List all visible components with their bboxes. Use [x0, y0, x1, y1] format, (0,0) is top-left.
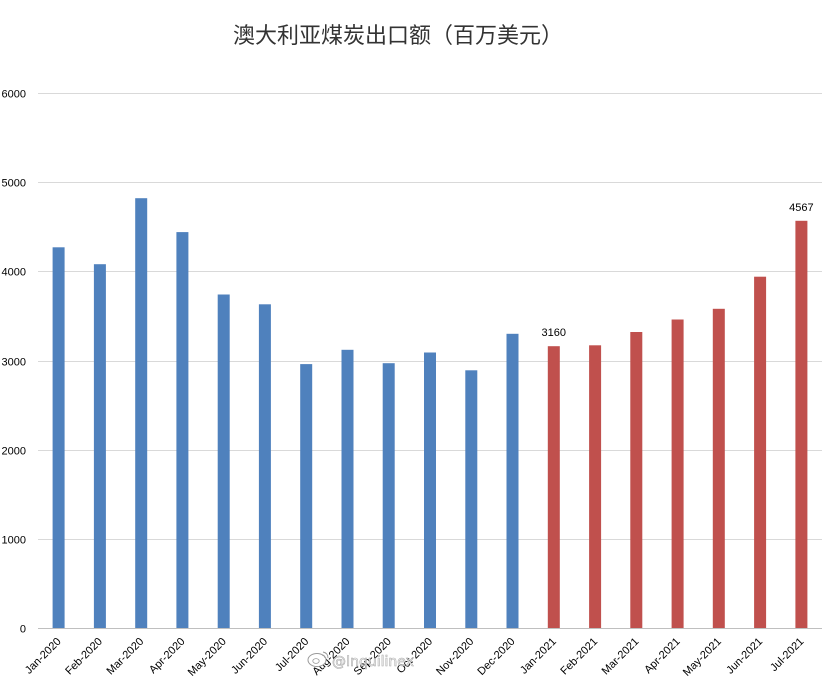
y-tick-label: 1000: [2, 535, 26, 547]
x-tick-label: Apr-2021: [642, 636, 682, 676]
data-label: 3160: [542, 327, 566, 339]
watermark-text: @Inquilinex: [332, 654, 414, 670]
x-tick-label: Nov-2020: [434, 636, 476, 678]
bar-may-2020: [217, 294, 230, 628]
y-tick-label: 2000: [2, 446, 26, 458]
bar-jun-2021: [754, 276, 767, 628]
bar-apr-2020: [176, 232, 189, 628]
x-tick-label: Mar-2021: [600, 636, 642, 678]
x-tick-label: Jan-2021: [518, 636, 559, 677]
x-tick-label: Jun-2020: [229, 636, 270, 677]
bar-jan-2021: [547, 346, 560, 628]
weibo-logo-icon: [307, 651, 329, 667]
y-axis-ticks: 0 1000 2000 3000 4000 5000 6000: [2, 89, 26, 636]
bar-mar-2021: [630, 332, 643, 628]
bar-nov-2020: [465, 370, 478, 628]
bar-dec-2020: [506, 333, 519, 629]
watermark: @Inquilinex: [307, 651, 414, 670]
y-tick-label: 4000: [2, 267, 26, 279]
x-axis-ticks: Jan-2020 Feb-2020 Mar-2020 Apr-2020May-2020…: [23, 636, 807, 679]
bar-jul-2021: [795, 220, 808, 629]
x-tick-label: Feb-2020: [63, 636, 105, 678]
bar-oct-2020: [424, 352, 436, 628]
bar-mar-2020: [135, 198, 148, 628]
x-tick-label: Feb-2021: [558, 636, 600, 678]
bar-feb-2020: [93, 264, 106, 628]
x-tick-label: Mar-2020: [105, 636, 147, 678]
data-label: 4567: [789, 202, 813, 214]
x-tick-label: May-2020: [186, 636, 229, 679]
bar-apr-2021: [671, 319, 684, 628]
bar-sep-2020: [382, 363, 395, 628]
x-tick-label: May-2021: [681, 636, 724, 679]
y-tick-label: 6000: [2, 89, 26, 101]
x-tick-label: Jul-2020: [273, 636, 311, 674]
chart-title: 澳大利亚煤炭出口额（百万美元）: [233, 24, 563, 49]
x-tick-label: Apr-2020: [147, 636, 187, 676]
x-tick-label: Dec-2020: [475, 636, 517, 678]
data-labels: 3160 4567: [542, 202, 814, 339]
bar-jan-2020: [52, 247, 65, 629]
x-tick-label: Jun-2021: [724, 636, 765, 677]
x-tick-label: Jul-2021: [768, 636, 806, 674]
bar-aug-2020: [341, 349, 354, 628]
bar-may-2021: [712, 308, 725, 628]
bars: [52, 198, 808, 629]
bar-feb-2021: [589, 345, 602, 628]
y-tick-label: 3000: [2, 357, 26, 369]
bar-jul-2020: [300, 364, 313, 628]
y-tick-label: 5000: [2, 178, 26, 190]
bar-jun-2020: [258, 304, 271, 628]
y-tick-label: 0: [20, 624, 26, 636]
x-tick-label: Jan-2020: [23, 636, 64, 677]
